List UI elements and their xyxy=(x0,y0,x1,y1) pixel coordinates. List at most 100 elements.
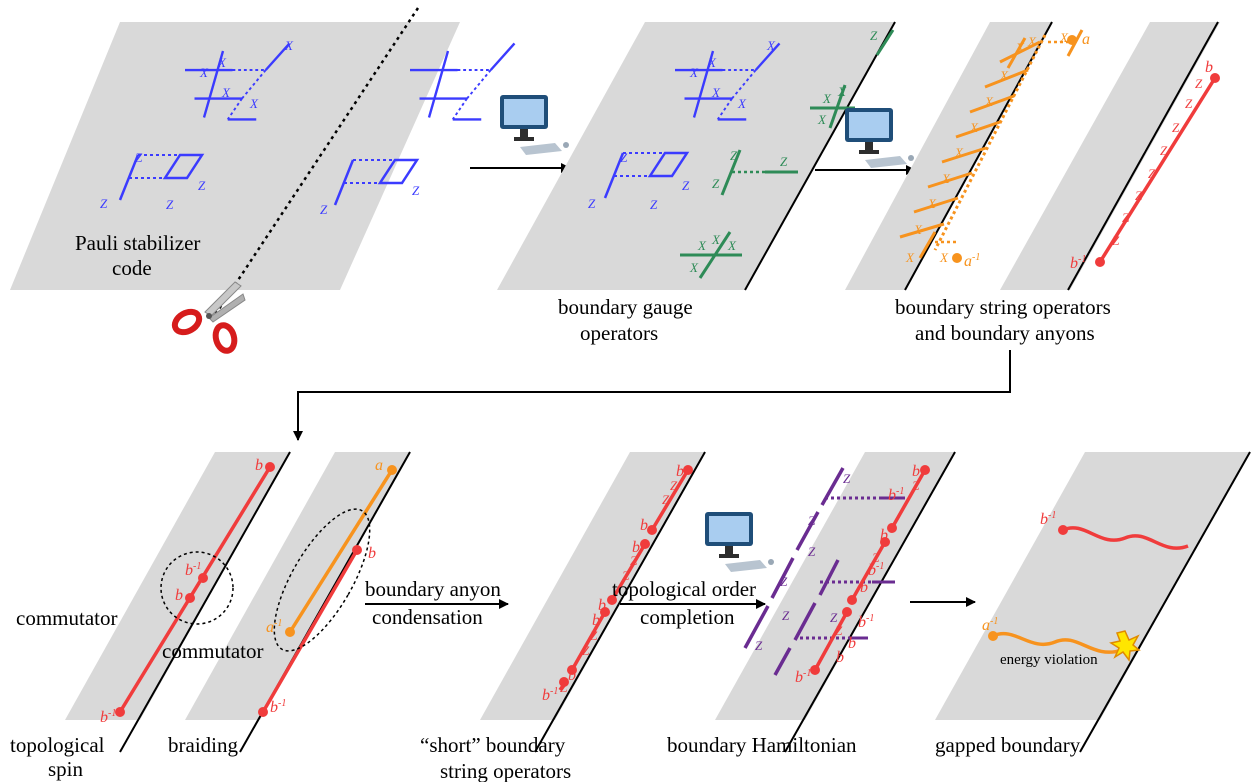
anyon-b: b xyxy=(632,539,640,556)
op-x: X xyxy=(711,232,721,247)
op-z: Z xyxy=(620,150,628,165)
op-x: X xyxy=(954,145,964,160)
op-x: X xyxy=(984,94,994,109)
anyon-b-inverse: b-1 xyxy=(888,486,904,504)
arrow-icon xyxy=(293,350,1011,441)
op-z: Z xyxy=(830,610,838,625)
anyon-b: b xyxy=(860,579,868,596)
op-x: X xyxy=(1059,30,1069,45)
op-z: Z xyxy=(198,178,206,193)
op-x: X xyxy=(284,38,294,53)
op-z: Z xyxy=(870,28,878,43)
op-x: X xyxy=(766,38,776,53)
op-x: X xyxy=(221,85,231,100)
anyon-b-inverse: b-1 xyxy=(1070,254,1086,272)
op-z: Z xyxy=(755,638,763,653)
anyon-b-inverse: b-1 xyxy=(868,561,884,579)
op-x: X xyxy=(689,260,699,275)
caption-energy-violation: energy violation xyxy=(1000,652,1098,668)
op-z: Z xyxy=(1160,143,1168,158)
caption-topological-spin-2: spin xyxy=(48,757,84,781)
caption-braiding: braiding xyxy=(168,733,238,757)
op-z: Z xyxy=(100,196,108,211)
op-z: Z xyxy=(782,608,790,623)
caption-hamiltonian: boundary Hamiltonian xyxy=(667,733,857,757)
op-x: X xyxy=(913,222,923,237)
op-z: Z xyxy=(320,202,328,217)
op-x: X xyxy=(737,96,747,111)
panel-short-strings: b b b b b b b-1 Z Z Z Z Z Z Z “short” bo… xyxy=(420,451,706,782)
anyon-b: b xyxy=(255,457,263,474)
caption-short-strings: “short” boundary xyxy=(420,733,566,757)
anyon-a-inverse: a-1 xyxy=(266,618,282,636)
op-x: X xyxy=(837,84,847,99)
anyon-b: b xyxy=(640,517,648,534)
op-z: Z xyxy=(670,478,678,493)
op-z: Z xyxy=(1135,188,1143,203)
computer-icon xyxy=(500,95,569,155)
op-x: X xyxy=(822,91,832,106)
op-x: X xyxy=(689,65,699,80)
anyon-a-inverse: a-1 xyxy=(982,616,998,634)
anyon-b-inverse: b-1 xyxy=(100,708,116,726)
anyon-b: b xyxy=(568,667,576,684)
caption-string: boundary string operators xyxy=(895,295,1111,319)
anyon-b: b xyxy=(676,463,684,480)
anyon-a: a xyxy=(375,457,383,474)
op-z: Z xyxy=(662,492,670,507)
op-z: Z xyxy=(166,197,174,212)
scissors-icon xyxy=(171,281,246,354)
op-z: Z xyxy=(780,154,788,169)
caption-completion: topological order xyxy=(612,577,756,601)
op-x: X xyxy=(199,65,209,80)
computer-icon xyxy=(705,512,774,572)
op-x: X xyxy=(727,238,737,253)
caption-string-2: and boundary anyons xyxy=(915,321,1095,345)
anyon-b: b xyxy=(598,597,606,614)
op-z: Z xyxy=(1122,210,1130,225)
op-x: X xyxy=(941,171,951,186)
caption-topological-spin: topological xyxy=(10,733,105,757)
panel-gauge-operators: X X X X X Z Z Z Z Z X X X Z Z Z X X X X … xyxy=(497,21,896,345)
anyon-a-inverse: a-1 xyxy=(964,252,980,270)
anyon-b-inverse: b-1 xyxy=(1040,510,1056,528)
anyon-b: b xyxy=(912,463,920,480)
panel-string-operators: a a-1 X X X X X X X X X X X X xyxy=(845,21,1090,291)
op-z: Z xyxy=(1185,96,1193,111)
computer-icon xyxy=(845,108,914,168)
caption-gauge-2: operators xyxy=(580,321,658,345)
panel-braiding: a a-1 b b-1 commutator braiding xyxy=(162,451,411,757)
op-z: Z xyxy=(780,574,788,589)
op-z: Z xyxy=(835,623,843,638)
caption-pauli-code-2: code xyxy=(112,256,152,280)
op-z: Z xyxy=(135,150,143,165)
anyon-b: b xyxy=(175,587,183,604)
anyon-b-inverse: b-1 xyxy=(185,561,201,579)
caption-condensation: boundary anyon xyxy=(365,577,501,601)
caption-completion-2: completion xyxy=(640,605,735,629)
panel-boundary-hamiltonian: b b-1 b b-1 b b-1 b b b-1 Z Z Z Z Z Z Z … xyxy=(667,451,956,757)
op-z: Z xyxy=(730,148,738,163)
anyon-b-inverse: b-1 xyxy=(795,668,811,686)
explosion-icon xyxy=(1109,630,1141,662)
op-z: Z xyxy=(590,628,598,643)
op-x: X xyxy=(697,238,707,253)
anyon-a: a xyxy=(1082,31,1090,48)
panel-red-string: b b-1 Z Z Z Z Z Z Z Z boundary string op… xyxy=(895,21,1220,345)
op-z: Z xyxy=(560,680,568,695)
op-x: X xyxy=(939,250,949,265)
op-z: Z xyxy=(582,643,590,658)
op-x: X xyxy=(249,96,259,111)
anyon-b: b xyxy=(1205,59,1213,76)
caption-short-strings-2: string operators xyxy=(440,759,571,782)
op-z: Z xyxy=(808,513,816,528)
op-x: X xyxy=(999,68,1009,83)
caption-commutator: commutator xyxy=(16,606,117,630)
op-z: Z xyxy=(588,196,596,211)
op-z: Z xyxy=(843,471,851,486)
panel-topological-spin: b b-1 b b-1 commutator topological spin xyxy=(10,451,291,781)
op-x: X xyxy=(817,112,827,127)
op-x: X xyxy=(707,55,717,70)
op-z: Z xyxy=(412,183,420,198)
